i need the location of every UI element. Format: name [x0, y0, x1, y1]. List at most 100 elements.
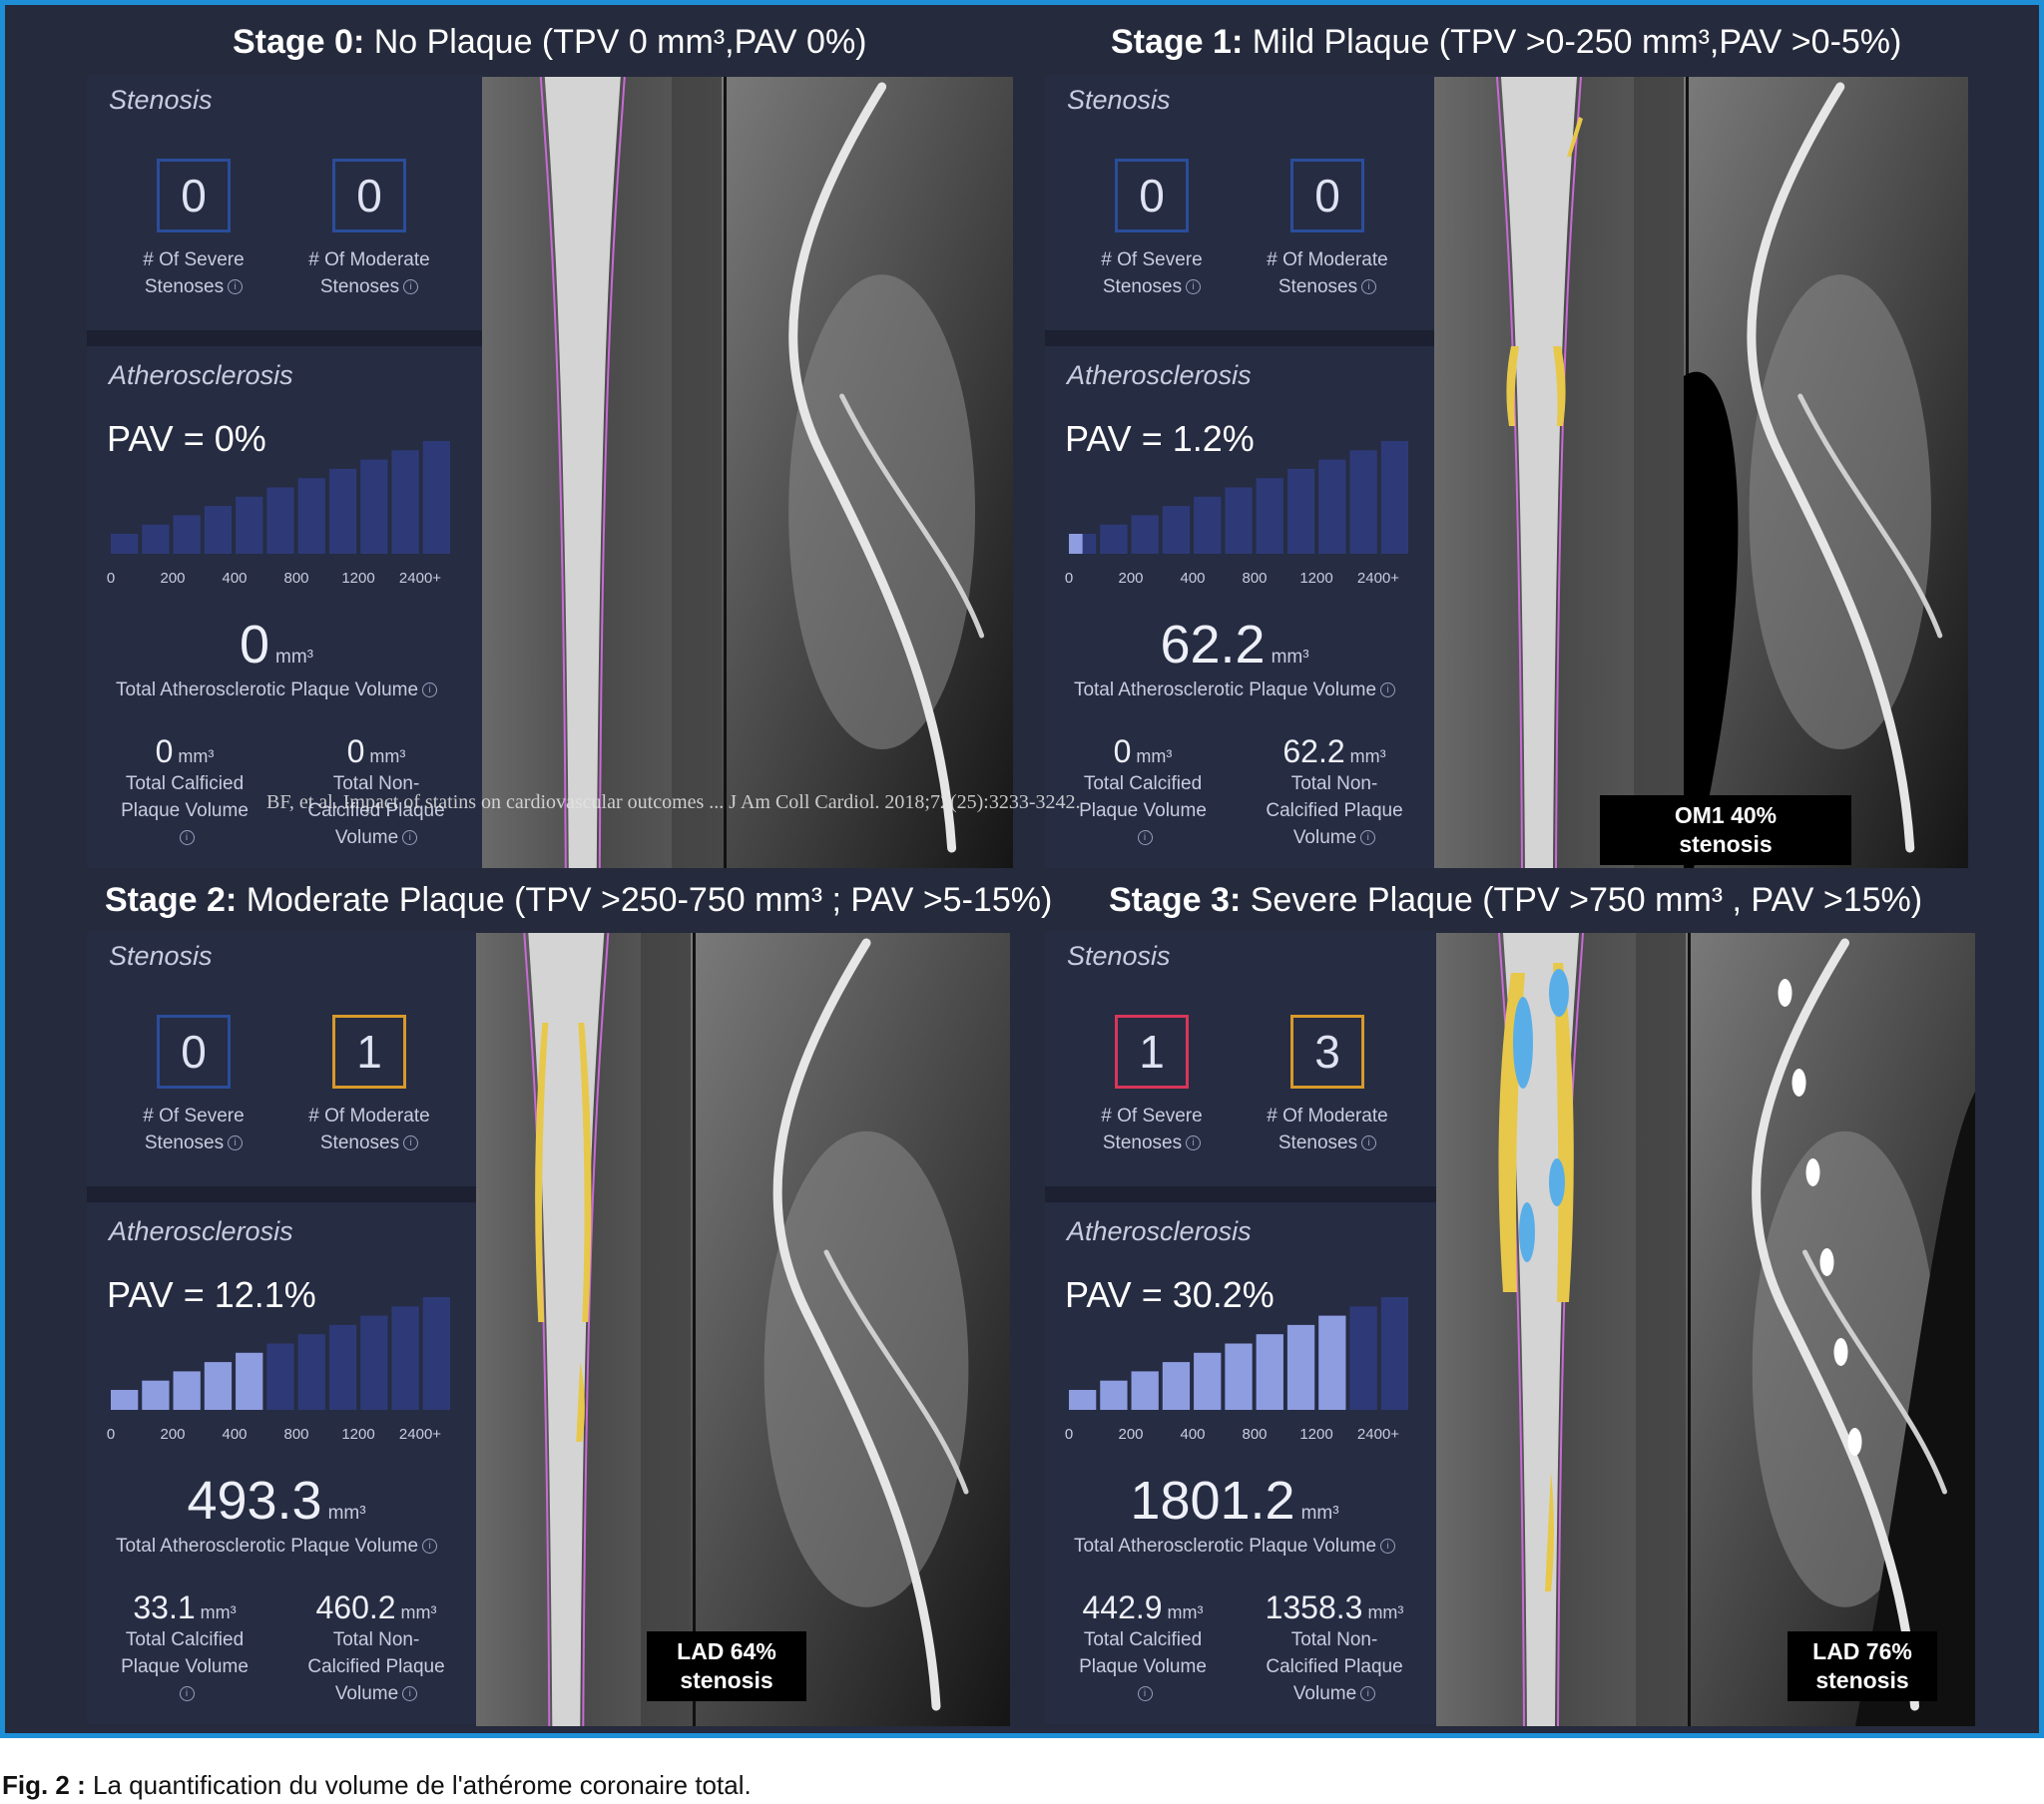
label-line: # Of Severe [1101, 1106, 1203, 1127]
info-icon[interactable]: i [1380, 1539, 1396, 1555]
caption-line: stenosis [1815, 1667, 1909, 1693]
info-row: i [105, 1680, 264, 1707]
info-icon[interactable]: i [179, 830, 195, 846]
label-line: Total Calcified [1083, 773, 1203, 794]
moderate-stenoses-label: # Of Moderate Stenoses i [1248, 1103, 1407, 1156]
severe-stenoses-label: # Of Severe Stenoses i [1072, 246, 1232, 300]
info-icon[interactable]: i [1137, 830, 1153, 846]
info-icon[interactable]: i [422, 1539, 438, 1555]
figure-caption: Fig. 2 : La quantification du volume de … [2, 1770, 752, 1801]
pav-scale-bar [1349, 1306, 1377, 1410]
metrics-panel: Stenosis 0 # Of Severe Stenoses i 0 # Of Moder… [1045, 75, 1434, 868]
pav-scale-bar [1318, 459, 1346, 554]
metrics-panel: Stenosis 1 # Of Severe Stenoses i 3 # Of Moder… [1045, 931, 1436, 1724]
label-line: Stenoses i [289, 1129, 449, 1156]
pav-scale-chart [111, 1297, 450, 1410]
stage-title: Stage 0: No Plaque (TPV 0 mm³,PAV 0%) [233, 23, 867, 62]
label-line: Stenoses i [1072, 273, 1232, 300]
calcified-volume-value: 442.9 mm³ [1063, 1589, 1223, 1626]
pav-scale-bar [142, 524, 170, 554]
unit-label: mm³ [369, 746, 406, 766]
label-line: # Of Severe [143, 249, 245, 270]
info-icon[interactable]: i [402, 1686, 418, 1702]
tick-label: 1200 [1299, 1426, 1333, 1443]
info-icon[interactable]: i [1137, 1686, 1153, 1702]
pav-scale-ticks: 0 200 400 800 1200 2400+ [1065, 570, 1408, 590]
unit-label: mm³ [1167, 1602, 1204, 1622]
tick-label: 400 [222, 570, 248, 587]
value: 0 [346, 733, 365, 769]
info-icon[interactable]: i [403, 1135, 419, 1151]
pav-scale [1069, 1294, 1408, 1410]
unit-label: mm³ [1367, 1602, 1404, 1622]
value: 0 [155, 733, 174, 769]
label-line: Stenoses i [289, 273, 449, 300]
severe-stenoses-count: 0 [157, 1015, 231, 1089]
pav-scale-bar [173, 515, 201, 554]
metrics-panel: Stenosis 0 # Of Severe Stenoses i 0 # Of Moder… [87, 75, 484, 868]
info-icon[interactable]: i [1360, 830, 1376, 846]
info-icon[interactable]: i [1360, 1686, 1376, 1702]
severe-stenoses-count: 0 [1115, 159, 1189, 232]
tick-label: 400 [1180, 570, 1206, 587]
stage-title-bold: Stage 2: [105, 881, 238, 919]
stage-title: Stage 2: Moderate Plaque (TPV >250-750 m… [105, 881, 1052, 920]
info-icon[interactable]: i [1380, 682, 1396, 698]
label-text: Total Atherosclerotic Plaque Volume [115, 679, 419, 700]
pav-value: PAV = 1.2% [1065, 418, 1255, 459]
pav-scale-bar [328, 1324, 357, 1410]
tick-label: 800 [1242, 1426, 1268, 1443]
info-row: i [1063, 824, 1223, 851]
pav-scale-bar [111, 534, 139, 554]
info-icon[interactable]: i [228, 279, 244, 295]
noncalcified-volume-value: 1358.3 mm³ [1255, 1589, 1414, 1626]
info-icon[interactable]: i [1186, 279, 1202, 295]
pav-scale-bar-fill [1286, 1324, 1315, 1410]
severe-stenoses-count: 0 [157, 159, 231, 232]
total-plaque-volume: 493.3 mm³ [97, 1470, 456, 1532]
pav-scale-bar [204, 506, 233, 554]
info-icon[interactable]: i [422, 682, 438, 698]
info-icon[interactable]: i [403, 279, 419, 295]
ct-image [476, 933, 1010, 1726]
pav-scale-ticks: 0 200 400 800 1200 2400+ [107, 570, 450, 590]
label-text: Stenoses [1102, 1132, 1183, 1153]
label-line: Stenoses i [114, 1129, 273, 1156]
ct-image [482, 77, 1013, 868]
label-line: Total Calcified [125, 1629, 245, 1650]
info-icon[interactable]: i [1361, 1135, 1377, 1151]
label-line: Stenoses i [1072, 1129, 1232, 1156]
label-text: Volume [334, 1683, 399, 1704]
info-icon[interactable]: i [228, 1135, 244, 1151]
caption-line: LAD 76% [1812, 1638, 1912, 1664]
figure-caption-text: La quantification du volume de l'athérom… [85, 1770, 752, 1800]
stage-title: Stage 1: Mild Plaque (TPV >0-250 mm³,PAV… [1111, 23, 1901, 62]
value: 33.1 [133, 1589, 196, 1625]
calcified-volume: 442.9 mm³ Total Calcified Plaque Volume i [1063, 1589, 1223, 1707]
stage-title-bold: Stage 0: [233, 23, 365, 61]
info-icon[interactable]: i [179, 1686, 195, 1702]
ct-image [1434, 77, 1968, 868]
pav-scale-bar [360, 459, 388, 554]
info-icon[interactable]: i [1186, 1135, 1202, 1151]
noncalcified-volume: 460.2 mm³ Total Non- Calcified Plaque Volume… [296, 1589, 456, 1707]
label-line: Plaque Volume [121, 1656, 249, 1677]
unit-label: mm³ [200, 1602, 237, 1622]
total-plaque-volume-label: Total Atherosclerotic Plaque Volume i [1055, 1536, 1414, 1558]
caption-line: stenosis [1679, 831, 1773, 857]
label-line: Total Calcified [1083, 1629, 1203, 1650]
info-icon[interactable]: i [402, 830, 418, 846]
label-text: Stenoses [144, 1132, 225, 1153]
atherosclerosis-label: Atherosclerosis [1067, 1216, 1252, 1246]
pav-scale [111, 1294, 450, 1410]
label-line: Calcified Plaque [1266, 800, 1403, 821]
atherosclerosis-label: Atherosclerosis [1067, 360, 1252, 390]
value: 0 [1113, 733, 1132, 769]
label-line: Total Non- [1290, 1629, 1378, 1650]
unit-label: mm³ [1136, 746, 1173, 766]
unit-label: mm³ [178, 746, 215, 766]
unit-label: mm³ [327, 1503, 366, 1524]
label-line: Stenoses i [1248, 273, 1407, 300]
total-plaque-volume-label: Total Atherosclerotic Plaque Volume i [97, 1536, 456, 1558]
info-icon[interactable]: i [1361, 279, 1377, 295]
